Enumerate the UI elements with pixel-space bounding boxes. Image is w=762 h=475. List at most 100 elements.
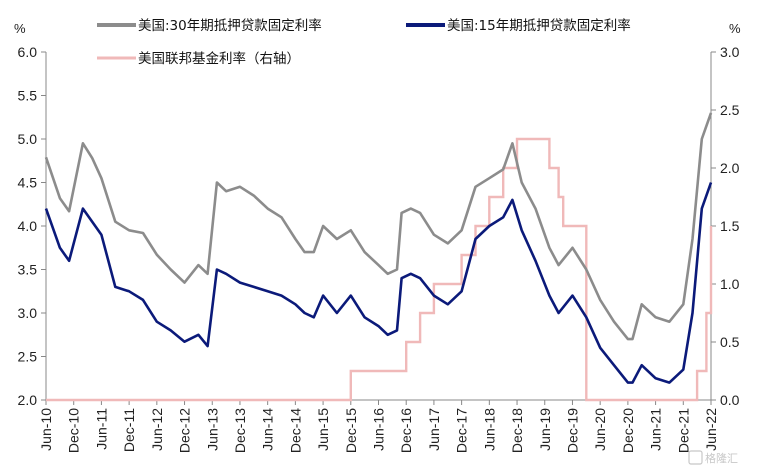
data-point — [267, 207, 269, 209]
data-point — [534, 260, 536, 262]
data-point — [511, 142, 513, 144]
data-point — [654, 377, 656, 379]
data-point — [557, 196, 559, 198]
data-point — [82, 207, 84, 209]
data-point — [433, 234, 435, 236]
left-tick-label: 4.5 — [18, 175, 38, 191]
x-tick-label: Dec-11 — [121, 408, 137, 452]
data-point — [502, 216, 504, 218]
data-point — [631, 338, 633, 340]
right-tick-label: 1.0 — [720, 276, 740, 292]
right-tick-label: 1.5 — [720, 218, 740, 234]
data-point — [521, 229, 523, 231]
data-point — [627, 338, 629, 340]
data-point — [474, 186, 476, 188]
data-point — [511, 199, 513, 201]
data-point — [387, 334, 389, 336]
series-line-15y-mortgage — [44, 182, 713, 384]
x-tick-label: Jun-22 — [703, 408, 719, 451]
data-point — [206, 273, 208, 275]
x-tick-label: Jun-15 — [315, 408, 331, 451]
data-point — [280, 216, 282, 218]
data-point — [474, 225, 476, 227]
right-tick-label: 2.0 — [720, 160, 740, 176]
data-point — [641, 303, 643, 305]
data-point — [627, 381, 629, 383]
data-point — [216, 268, 218, 270]
data-point — [682, 368, 684, 370]
data-point — [585, 268, 587, 270]
legend-label-fed: 美国联邦基金利率（右轴） — [138, 50, 300, 67]
data-point — [410, 207, 412, 209]
data-point — [197, 334, 199, 336]
data-point — [419, 277, 421, 279]
data-point — [599, 299, 601, 301]
x-tick-label: Dec-20 — [620, 408, 636, 453]
data-point — [114, 221, 116, 223]
data-point — [253, 194, 255, 196]
data-point — [294, 238, 296, 240]
data-point — [336, 312, 338, 314]
data-point — [710, 181, 712, 183]
data-point — [59, 197, 61, 199]
data-point — [363, 251, 365, 253]
data-point — [313, 251, 315, 253]
x-tick-label: Jun-13 — [204, 408, 220, 451]
data-point — [701, 207, 703, 209]
data-point — [142, 299, 144, 301]
data-point — [447, 303, 449, 305]
x-tick-label: Jun-14 — [260, 408, 276, 451]
x-tick-label: Jun-16 — [371, 408, 387, 451]
data-point — [336, 238, 338, 240]
data-point — [474, 238, 476, 240]
data-point — [710, 112, 712, 114]
data-point — [91, 221, 93, 223]
x-tick-label: Jun-10 — [38, 408, 54, 451]
right-tick-label: 0.0 — [720, 392, 740, 408]
data-point — [216, 181, 218, 183]
x-tick-label: Jun-20 — [592, 408, 608, 451]
data-point — [521, 181, 523, 183]
data-point — [613, 321, 615, 323]
data-point — [691, 238, 693, 240]
data-point — [419, 312, 421, 314]
x-tick-label: Dec-10 — [66, 408, 82, 453]
data-point — [502, 168, 504, 170]
data-point — [322, 294, 324, 296]
x-tick-label: Dec-14 — [287, 408, 303, 453]
data-point — [294, 303, 296, 305]
x-tick-label: Dec-18 — [509, 408, 525, 453]
data-point — [405, 341, 407, 343]
data-point — [433, 283, 435, 285]
x-tick-label: Dec-21 — [675, 408, 691, 453]
left-tick-label: 5.5 — [18, 88, 38, 104]
data-point — [350, 294, 352, 296]
data-point — [571, 247, 573, 249]
data-point — [557, 264, 559, 266]
data-point — [585, 399, 587, 401]
legend-label-15y: 美国:15年期抵押贷款固定利率 — [447, 17, 631, 34]
data-point — [654, 316, 656, 318]
data-point — [696, 370, 698, 372]
x-tick-label: Jun-18 — [481, 408, 497, 451]
left-tick-label: 3.5 — [18, 262, 38, 278]
data-point — [447, 242, 449, 244]
right-tick-label: 0.5 — [720, 334, 740, 350]
data-point — [488, 225, 490, 227]
data-point — [548, 247, 550, 249]
data-point — [91, 157, 93, 159]
x-tick-label: Dec-17 — [454, 408, 470, 453]
data-point — [197, 264, 199, 266]
data-point — [682, 303, 684, 305]
x-tick-label: Jun-11 — [93, 408, 109, 450]
data-point — [400, 277, 402, 279]
data-point — [534, 207, 536, 209]
data-point — [225, 273, 227, 275]
data-point — [303, 251, 305, 253]
watermark-text: 格隆汇 — [705, 451, 738, 465]
data-point — [599, 347, 601, 349]
data-point — [239, 186, 241, 188]
data-point — [45, 207, 47, 209]
data-point — [170, 329, 172, 331]
data-point — [548, 294, 550, 296]
